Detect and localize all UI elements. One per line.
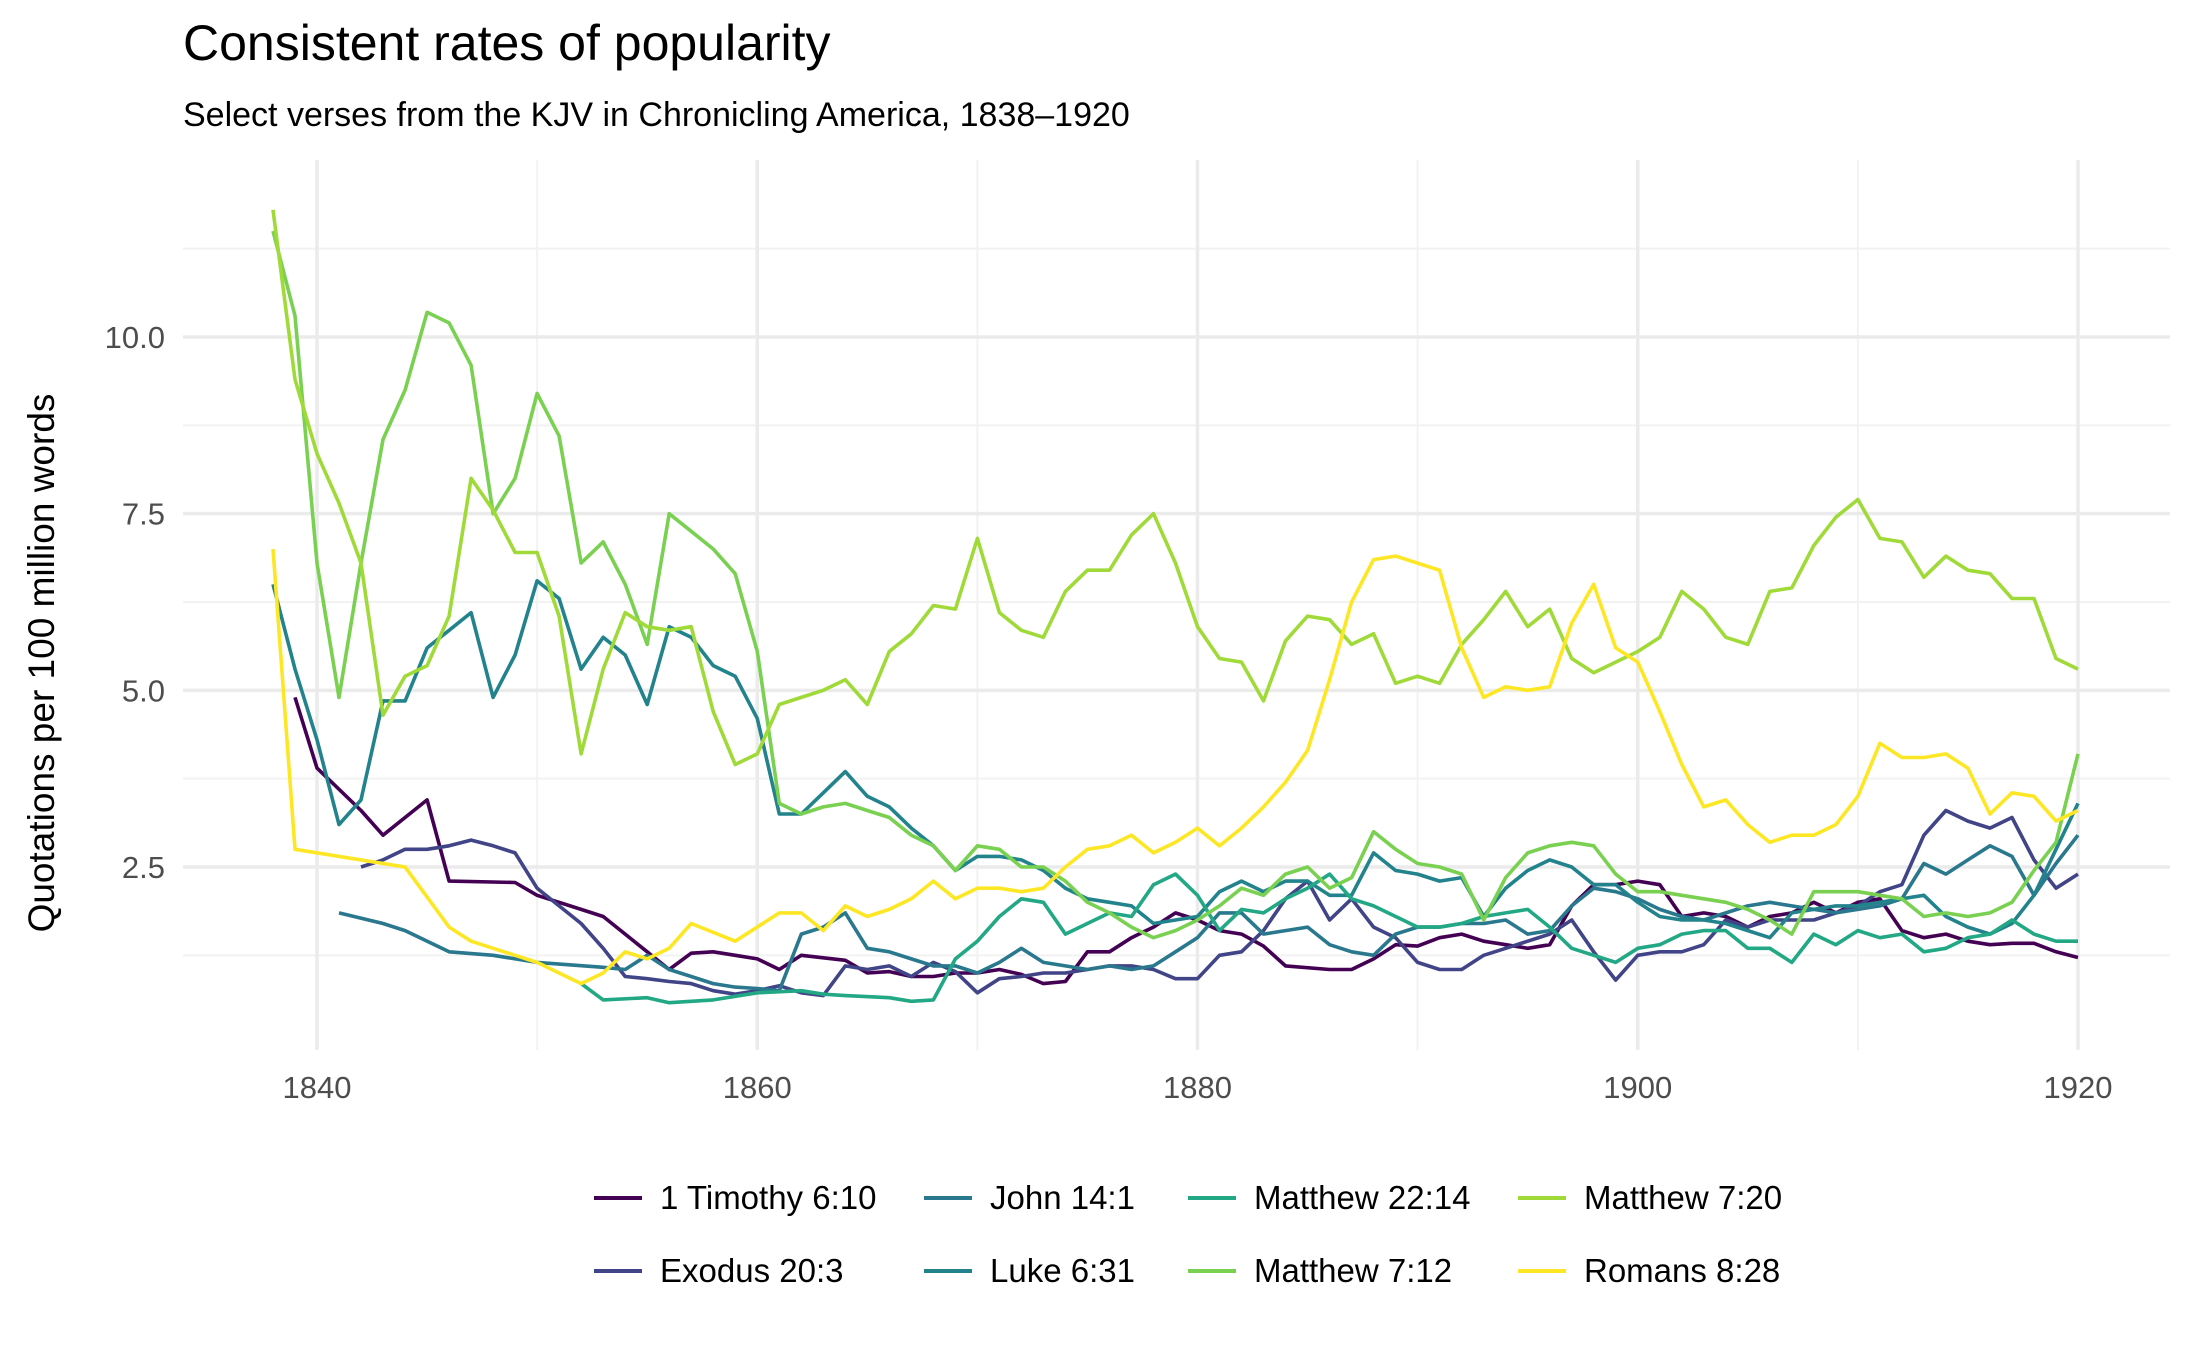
series-line-luke-6-31 [271, 578, 2080, 940]
legend-key-luke-6-31 [920, 1243, 976, 1299]
legend-key-john-14-1 [920, 1170, 976, 1226]
chart-title: Consistent rates of popularity [183, 15, 831, 71]
series-line-romans-8-28 [271, 548, 2079, 986]
y-tick-label: 7.5 [122, 497, 165, 532]
legend-key-matthew-7-20 [1514, 1170, 1570, 1226]
legend-key-romans-8-28 [1514, 1243, 1570, 1299]
legend-item-1-timothy-6-10: 1 Timothy 6:10 [590, 1170, 876, 1226]
x-tick-label: 1860 [723, 1070, 792, 1105]
legend-key-matthew-7-12 [1184, 1243, 1240, 1299]
series-line-exodus-20-3 [360, 808, 2079, 998]
legend-label: Romans 8:28 [1584, 1252, 1781, 1289]
legend-item-matthew-7-20: Matthew 7:20 [1514, 1170, 1782, 1226]
y-tick-label: 5.0 [122, 673, 165, 708]
legend-label: Exodus 20:3 [660, 1252, 844, 1289]
legend-label: 1 Timothy 6:10 [660, 1179, 877, 1216]
x-tick-label: 1840 [283, 1070, 352, 1105]
legend-label: Luke 6:31 [990, 1252, 1135, 1289]
axis-tick-labels: 1840 1860 1880 1900 1920 2.5 5.0 7.5 10.0 [105, 320, 2113, 1105]
legend-label: John 14:1 [990, 1179, 1135, 1216]
series-line-matthew-7-20 [271, 209, 2079, 767]
series-lines [271, 209, 2080, 1005]
series-line-matthew-22-14 [580, 872, 2078, 1005]
legend-item-matthew-22-14: Matthew 22:14 [1184, 1170, 1470, 1226]
grid-lines [183, 160, 2170, 1050]
legend-label: Matthew 22:14 [1254, 1179, 1471, 1216]
legend-label: Matthew 7:20 [1584, 1179, 1783, 1216]
series-line-matthew-7-12 [271, 230, 2080, 940]
legend-label: Matthew 7:12 [1254, 1252, 1453, 1289]
legend-item-exodus-20-3: Exodus 20:3 [590, 1243, 843, 1299]
legend-key-exodus-20-3 [590, 1243, 646, 1299]
legend-item-john-14-1: John 14:1 [920, 1170, 1135, 1226]
chart-subtitle: Select verses from the KJV in Chroniclin… [183, 96, 1130, 134]
legend-item-romans-8-28: Romans 8:28 [1514, 1243, 1780, 1299]
y-tick-label: 10.0 [105, 320, 165, 355]
x-tick-label: 1900 [1603, 1070, 1672, 1105]
legend-item-luke-6-31: Luke 6:31 [920, 1243, 1135, 1299]
x-tick-label: 1920 [2044, 1070, 2113, 1105]
legend-item-matthew-7-12: Matthew 7:12 [1184, 1243, 1452, 1299]
x-tick-label: 1880 [1163, 1070, 1232, 1105]
y-tick-label: 2.5 [122, 850, 165, 885]
legend-key-1-timothy-6-10 [590, 1170, 646, 1226]
legend-key-matthew-22-14 [1184, 1170, 1240, 1226]
y-axis-title: Quotations per 100 million words [21, 393, 62, 933]
